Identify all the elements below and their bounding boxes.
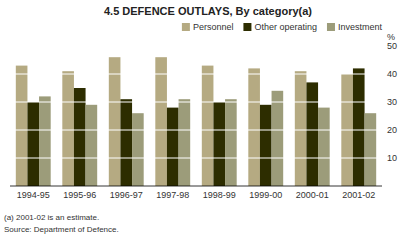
grid-line — [10, 130, 382, 131]
y-tick-label: 40 — [387, 69, 397, 79]
x-axis-line — [10, 186, 382, 187]
grid-line — [10, 46, 382, 47]
legend-item: Investment — [327, 22, 383, 32]
grid-line — [10, 74, 382, 75]
x-tick-label: 2000-01 — [296, 190, 329, 200]
bar — [16, 66, 28, 186]
legend-item: Personnel — [182, 22, 234, 32]
bar — [318, 108, 330, 186]
legend-label: Investment — [338, 22, 383, 32]
bar — [120, 99, 132, 186]
y-tick-label: 10 — [387, 153, 397, 163]
bar — [353, 68, 365, 186]
grid-line — [10, 102, 382, 103]
bar — [272, 91, 284, 186]
bar — [27, 102, 39, 186]
bar — [179, 99, 191, 186]
bar — [225, 99, 237, 186]
bar — [86, 105, 98, 186]
y-tick-label: 50 — [387, 41, 397, 51]
footnote: (a) 2001-02 is an estimate. — [4, 213, 99, 222]
legend-label: Other operating — [254, 22, 317, 32]
x-tick-label: 1995-96 — [63, 190, 96, 200]
bar — [213, 102, 225, 186]
title: 4.5 DEFENCE OUTLAYS, By category(a) — [104, 5, 312, 17]
bar — [167, 108, 179, 186]
bar — [260, 105, 272, 186]
legend: Personnel Other operating Investment — [182, 22, 383, 32]
footnote: Source: Department of Defence. — [4, 225, 119, 234]
x-tick-label: 1997-98 — [156, 190, 189, 200]
bar — [74, 88, 86, 186]
bar — [62, 71, 74, 186]
x-tick-label: 1998-99 — [203, 190, 236, 200]
chart: 4.5 DEFENCE OUTLAYS, By category(a) 10 20 3… — [0, 0, 416, 246]
bar — [132, 113, 144, 186]
bar — [202, 66, 214, 186]
bar — [306, 82, 318, 186]
bar — [155, 57, 167, 186]
legend-label: Personnel — [193, 22, 234, 32]
y-axis-label: % — [387, 32, 395, 42]
legend-swatch — [327, 23, 335, 31]
x-tick-label: 1994-95 — [17, 190, 50, 200]
bars — [16, 57, 376, 186]
bar — [295, 71, 307, 186]
x-tick-label: 2001-02 — [342, 190, 375, 200]
bar — [109, 57, 121, 186]
grid-line — [10, 158, 382, 159]
legend-swatch — [182, 23, 190, 31]
bar — [248, 68, 260, 186]
bar — [365, 113, 377, 186]
x-tick-label: 1996-97 — [110, 190, 143, 200]
legend-swatch — [243, 23, 251, 31]
y-tick-label: 20 — [387, 125, 397, 135]
x-tick-label: 1999-00 — [249, 190, 282, 200]
y-tick-label: 30 — [387, 97, 397, 107]
bar — [39, 96, 51, 186]
legend-item: Other operating — [243, 22, 317, 32]
